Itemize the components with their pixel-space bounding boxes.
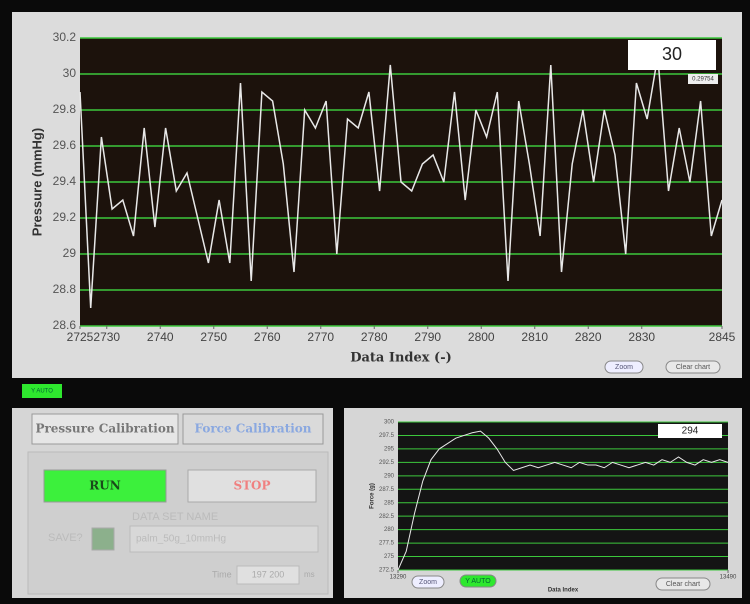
plot-area xyxy=(398,422,728,570)
y-auto-label: Y AUTO xyxy=(31,389,53,395)
button-label: Zoom xyxy=(615,364,633,371)
x-tick-label: 2810 xyxy=(521,330,548,344)
y-axis-label: Pressure (mmHg) xyxy=(29,128,44,236)
y-tick-label: 30 xyxy=(63,66,77,80)
save-checkbox[interactable] xyxy=(92,528,114,550)
x-axis-label: Data Index xyxy=(548,588,579,594)
stop-label: STOP xyxy=(233,479,270,493)
y-tick-label: 28.8 xyxy=(53,282,77,296)
button-label: Clear chart xyxy=(666,581,700,588)
time-value: 197 200 xyxy=(252,569,285,579)
x-tick-label: 2730 xyxy=(93,330,120,344)
button-label: Zoom xyxy=(419,579,437,586)
x-tick-label: 2725 xyxy=(67,330,94,344)
page: Y AUTO Pressure Calibration Force Calibr… xyxy=(0,0,750,604)
data-set-label: DATA SET NAME xyxy=(132,511,218,523)
x-tick-label: 2750 xyxy=(200,330,227,344)
x-tick-label: 2830 xyxy=(628,330,655,344)
y-tick-label: 29 xyxy=(63,246,77,260)
y-tick-label: 277.5 xyxy=(379,541,395,547)
y-tick-label: 29.6 xyxy=(53,138,77,152)
y-tick-label: 29.2 xyxy=(53,210,77,224)
y-tick-label: 272.5 xyxy=(379,568,395,574)
y-axis-label: Force (g) xyxy=(370,483,376,509)
y-tick-label: 287.5 xyxy=(379,487,395,493)
y-tick-label: 300 xyxy=(384,420,395,426)
x-tick-label: 2780 xyxy=(361,330,388,344)
cursor-label: 0.29754 xyxy=(692,77,714,83)
y-tick-label: 285 xyxy=(384,500,395,506)
y-tick-label: 297.5 xyxy=(379,433,395,439)
x-tick-label: 13490 xyxy=(720,575,737,581)
x-tick-label: 13290 xyxy=(390,575,407,581)
y-tick-label: 295 xyxy=(384,446,395,452)
x-tick-label: 2845 xyxy=(709,330,736,344)
y-tick-label: 29.8 xyxy=(53,102,77,116)
y-tick-label: 282.5 xyxy=(379,514,395,520)
screen: Y AUTO Pressure Calibration Force Calibr… xyxy=(0,0,750,604)
time-unit: ms xyxy=(304,570,315,579)
button-label: Y AUTO xyxy=(465,578,491,585)
data-set-name: palm_50g_10mmHg xyxy=(136,534,226,545)
x-tick-label: 2760 xyxy=(254,330,281,344)
save-label: SAVE? xyxy=(48,532,83,544)
y-tick-label: 292.5 xyxy=(379,460,395,466)
display-value: 30 xyxy=(662,44,682,64)
x-axis-label: Data Index (-) xyxy=(350,351,452,366)
tab-label: Force Calibration xyxy=(194,422,311,436)
y-tick-label: 29.4 xyxy=(53,174,77,188)
x-tick-label: 2800 xyxy=(468,330,495,344)
time-label: Time xyxy=(212,569,232,579)
button-label: Clear chart xyxy=(676,364,710,371)
tab-label: Pressure Calibration xyxy=(35,422,174,436)
y-tick-label: 280 xyxy=(384,527,395,533)
y-tick-label: 290 xyxy=(384,473,395,479)
y-tick-label: 30.2 xyxy=(53,30,77,44)
run-label: RUN xyxy=(89,479,120,493)
y-tick-label: 275 xyxy=(384,554,395,560)
x-tick-label: 2740 xyxy=(147,330,174,344)
x-tick-label: 2820 xyxy=(575,330,602,344)
x-tick-label: 2770 xyxy=(307,330,334,344)
display-value: 294 xyxy=(682,426,699,437)
x-tick-label: 2790 xyxy=(414,330,441,344)
